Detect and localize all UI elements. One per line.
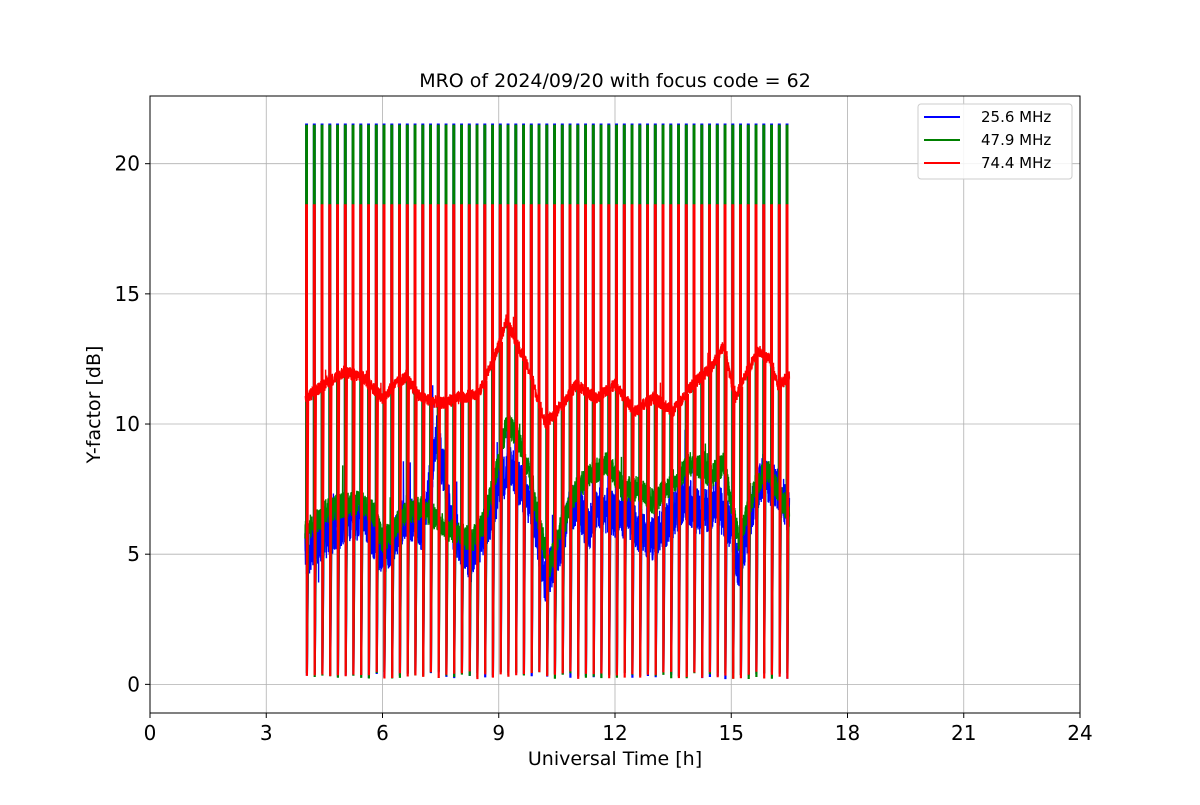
y-axis-label: Y-factor [dB] bbox=[83, 346, 105, 465]
calibration-pulses-1 bbox=[305, 123, 790, 680]
series-layer bbox=[304, 123, 791, 680]
legend: 25.6 MHz 47.9 MHz 74.4 MHz bbox=[917, 103, 1073, 180]
x-tick-label: 9 bbox=[492, 721, 505, 745]
x-tick-label: 0 bbox=[144, 721, 157, 745]
x-axis-label: Universal Time [h] bbox=[528, 748, 702, 770]
x-tick-label: 18 bbox=[835, 721, 860, 745]
y-tick-label: 5 bbox=[127, 542, 140, 566]
ticks: 0 3 6 9 12 15 18 21 24 0 5 10 15 20 bbox=[115, 152, 1093, 745]
x-tick-label: 21 bbox=[951, 721, 976, 745]
calibration-pulses-3 bbox=[305, 204, 790, 680]
legend-box bbox=[917, 103, 1073, 180]
legend-label-2: 47.9 MHz bbox=[981, 131, 1051, 149]
chart-title: MRO of 2024/09/20 with focus code = 62 bbox=[419, 70, 811, 92]
y-tick-label: 0 bbox=[127, 672, 140, 696]
legend-label-3: 74.4 MHz bbox=[981, 154, 1051, 172]
y-tick-label: 20 bbox=[115, 152, 140, 176]
x-tick-label: 24 bbox=[1067, 721, 1092, 745]
legend-label-1: 25.6 MHz bbox=[981, 108, 1051, 126]
x-tick-label: 12 bbox=[602, 721, 627, 745]
x-tick-label: 15 bbox=[719, 721, 744, 745]
y-tick-label: 15 bbox=[115, 282, 140, 306]
calibration-pulses-2 bbox=[305, 124, 790, 680]
x-tick-label: 3 bbox=[260, 721, 273, 745]
x-tick-label: 6 bbox=[376, 721, 389, 745]
y-tick-label: 10 bbox=[115, 412, 140, 436]
